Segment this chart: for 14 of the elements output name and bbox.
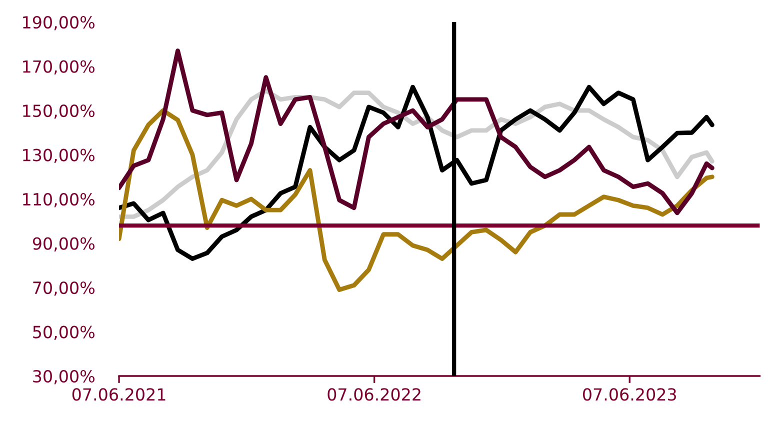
x-tick-label: 07.06.2022 xyxy=(328,388,420,401)
line-series xyxy=(119,108,714,292)
y-tick-label: 130,00% xyxy=(23,148,94,164)
line-series xyxy=(119,48,714,216)
y-tick-label: 50,00% xyxy=(33,326,94,340)
y-tick-label: 190,00% xyxy=(23,16,94,30)
x-tick-label: 07.06.2021 xyxy=(72,388,166,401)
y-tick-label: 110,00% xyxy=(23,192,94,208)
y-tick-label: 70,00% xyxy=(33,281,94,296)
y-tick-label: 30,00% xyxy=(33,370,94,384)
y-tick-label: 90,00% xyxy=(32,237,94,252)
y-tick-label: 170,00% xyxy=(23,60,94,75)
x-tick-label: 07.06.2023 xyxy=(583,388,676,401)
y-tick-label: 150,00% xyxy=(23,104,94,119)
